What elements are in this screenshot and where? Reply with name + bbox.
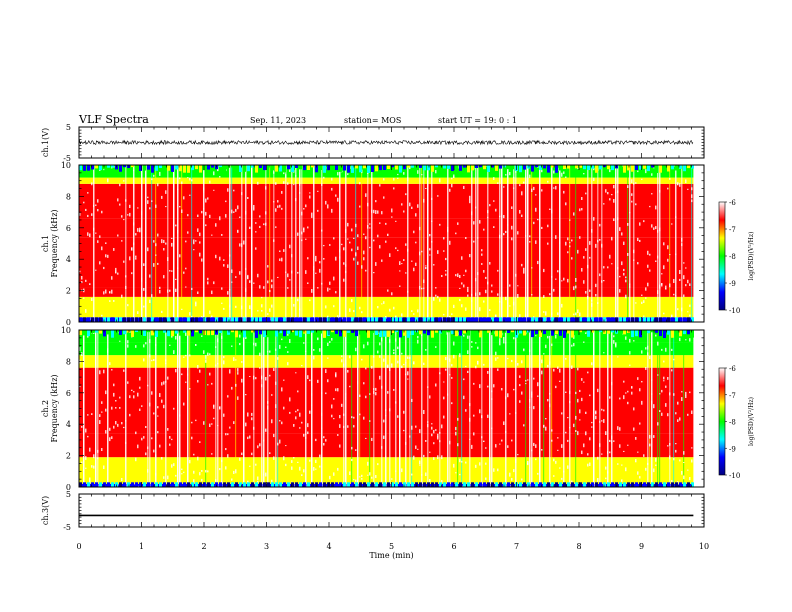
colorbar-ch2: -6 -7 -8 -9 -10 log(PSD)(V²/Hz): [718, 365, 755, 480]
panel-frame: 5 -5 ch.3(V): [41, 490, 705, 532]
spectral-band: [79, 287, 694, 297]
y-axis-label: ch.1(V): [41, 128, 50, 157]
y-tick-label: 10: [61, 326, 71, 335]
y-tick-label: 6: [66, 389, 71, 398]
y-tick-label: 0: [66, 318, 71, 327]
colorbar-tick-label: -10: [729, 472, 740, 480]
y-tick-label: 10: [61, 161, 71, 170]
colorbar-tick-label: -8: [729, 253, 736, 261]
y-axis-label: Frequency (kHz): [50, 374, 59, 442]
x-tick-label: 6: [451, 542, 456, 551]
station-label: station= MOS: [344, 116, 401, 125]
y-tick-label: 8: [66, 192, 71, 201]
colorbar-ch1: -6 -7 -8 -9 -10 log(PSD)(V²/Hz): [718, 199, 755, 315]
x-tick-label: 2: [201, 542, 206, 551]
y-axis-label: Frequency (kHz): [50, 209, 59, 277]
date-label: Sep. 11, 2023: [250, 116, 306, 125]
colorbar-gradient: [718, 201, 726, 311]
y-tick-label: 5: [66, 490, 71, 499]
x-tick-label: 0: [76, 542, 81, 551]
y-tick-label: 4: [66, 255, 71, 264]
colorbar-tick-label: -6: [729, 199, 736, 207]
spectral-band: [79, 177, 694, 184]
y-axis-label: ch.1: [41, 235, 50, 252]
start-time-label: start UT = 19: 0 : 1: [438, 116, 517, 125]
x-tick-label: 1: [139, 542, 144, 551]
spectrogram-ch1: [79, 165, 694, 326]
y-tick-label: 5: [66, 123, 71, 132]
colorbar-tick-label: -6: [729, 365, 736, 373]
y-axis-label: ch.2: [41, 400, 50, 417]
x-tick-label: 5: [389, 542, 394, 551]
panel-frame: 0 2 4 6 8 10 ch.1 Frequency (kHz): [41, 161, 705, 327]
x-tick-label: 7: [514, 542, 519, 551]
colorbar-tick-label: -7: [729, 392, 736, 400]
y-tick-label: 6: [66, 224, 71, 233]
colorbar-tick-label: -9: [729, 280, 736, 288]
y-tick-label: -5: [63, 154, 71, 163]
colorbar-label: log(PSD)(V²/Hz): [748, 232, 755, 281]
spectrogram-texture: [79, 165, 694, 326]
colorbar-label: log(PSD)(V²/Hz): [748, 397, 755, 446]
y-tick-label: 4: [66, 420, 71, 429]
x-tick-label: 10: [699, 542, 709, 551]
x-tick-label: 9: [639, 542, 644, 551]
y-tick-label: 2: [66, 452, 71, 461]
y-tick-label: 2: [66, 287, 71, 296]
y-axis-label: ch.3(V): [41, 496, 50, 525]
colorbar-gradient: [718, 367, 726, 476]
ch1-waveform-line: [78, 139, 694, 146]
y-tick-label: 8: [66, 357, 71, 366]
figure-title: VLF Spectra: [78, 113, 149, 126]
panel-frame: 0 2 4 6 8 10 ch.2 Frequency (kHz): [41, 326, 705, 492]
spectrogram-texture: [79, 330, 694, 490]
x-tick-label: 4: [326, 542, 331, 551]
panel-frame: 5 -5 ch.1(V): [41, 123, 705, 163]
spectral-band: [79, 317, 694, 322]
colorbar-tick-label: -10: [729, 307, 740, 315]
x-tick-label: 8: [576, 542, 581, 551]
colorbar-tick-label: -8: [729, 419, 736, 427]
x-tick-label: 3: [264, 542, 269, 551]
colorbar-tick-label: -9: [729, 445, 736, 453]
spectrogram-ch2: [79, 330, 694, 490]
colorbar-tick-label: -7: [729, 226, 736, 234]
y-tick-label: -5: [63, 523, 71, 532]
y-tick-label: 0: [66, 483, 71, 492]
x-axis-label: Time (min): [369, 551, 413, 560]
